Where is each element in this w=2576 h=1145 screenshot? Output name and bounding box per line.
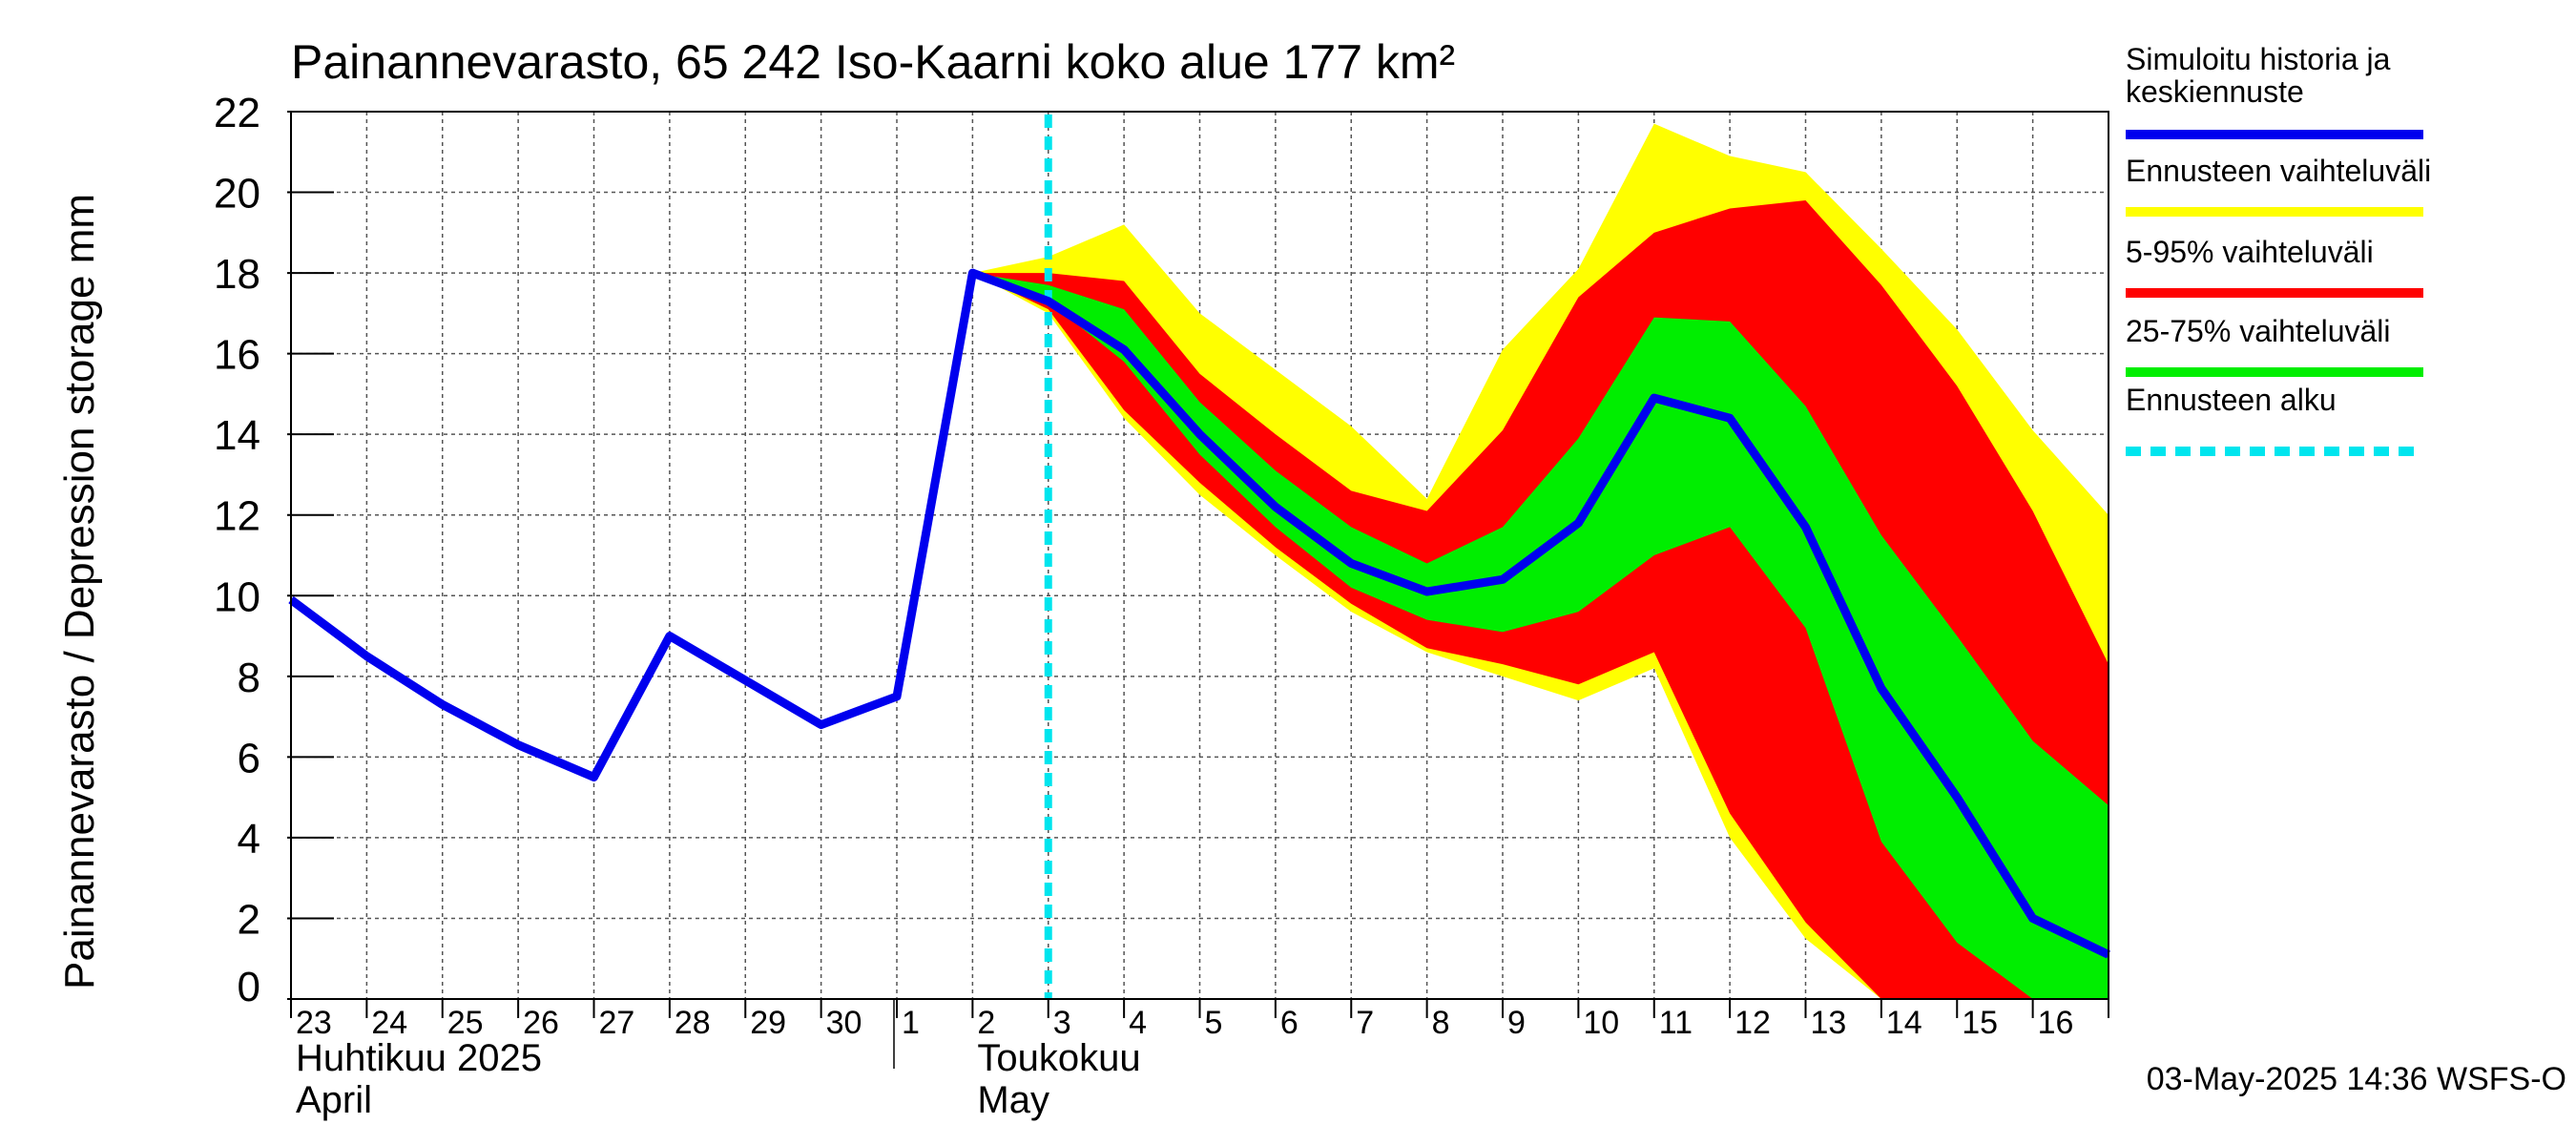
x-tick-label: 26 <box>523 1005 559 1041</box>
x-tick-label: 28 <box>675 1005 711 1041</box>
legend-label: 5-95% vaihteluväli <box>2126 235 2374 269</box>
y-axis-label: Painannevarasto / Depression storage mm <box>56 194 103 989</box>
x-tick-label: 11 <box>1659 1005 1693 1041</box>
chart-title: Painannevarasto, 65 242 Iso-Kaarni koko … <box>291 35 1455 89</box>
x-tick-label: 16 <box>2038 1005 2074 1041</box>
x-tick-label: 9 <box>1507 1005 1526 1041</box>
y-tick-label: 22 <box>214 90 260 136</box>
y-tick-label: 10 <box>214 573 260 620</box>
legend-label: Ennusteen vaihteluväli <box>2126 154 2431 188</box>
x-tick-label: 25 <box>447 1005 484 1041</box>
y-tick-label: 12 <box>214 493 260 540</box>
legend-label: 25-75% vaihteluväli <box>2126 314 2391 348</box>
bands <box>972 114 2109 999</box>
month-label-en: May <box>977 1079 1049 1121</box>
y-tick-label: 16 <box>214 332 260 379</box>
x-tick-label: 6 <box>1280 1005 1298 1041</box>
x-tick-label: 5 <box>1205 1005 1223 1041</box>
x-tick-label: 29 <box>750 1005 786 1041</box>
month-label-fi: Huhtikuu 2025 <box>296 1037 542 1079</box>
x-tick-label: 10 <box>1583 1005 1619 1041</box>
x-tick-label: 13 <box>1811 1005 1847 1041</box>
x-tick-label: 27 <box>599 1005 635 1041</box>
y-tick-label: 0 <box>238 964 260 1010</box>
y-tick-label: 4 <box>238 816 260 863</box>
legend-label: Simuloitu historia ja keskiennuste <box>2126 42 2391 109</box>
month-label-fi: Toukokuu <box>977 1037 1140 1079</box>
x-tick-label: 8 <box>1432 1005 1450 1041</box>
y-tick-labels: 0 2 4 6 8 10 12 14 16 18 20 22 <box>214 90 334 1010</box>
x-tick-label: 1 <box>902 1005 920 1041</box>
y-tick-label: 20 <box>214 171 260 218</box>
x-tick-label: 15 <box>1962 1005 1998 1041</box>
series-line <box>288 268 2110 959</box>
y-tick-label: 2 <box>238 896 260 943</box>
x-tick-label: 2 <box>977 1005 995 1041</box>
x-tick-label: 30 <box>826 1005 862 1041</box>
x-tick-label: 23 <box>296 1005 332 1041</box>
y-tick-label: 8 <box>238 655 260 701</box>
series-group <box>288 268 2110 959</box>
x-tick-labels: 23 24 25 26 27 28 29 30 1 2 3 4 5 6 7 8 9 10 11 12 13 14 15 16 <box>290 999 2109 1041</box>
y-tick-label: 14 <box>214 412 260 459</box>
y-tick-label: 18 <box>214 251 260 298</box>
legend: Simuloitu historia ja keskiennuste Ennuste… <box>2126 42 2431 456</box>
legend-label: Ennusteen alku <box>2126 383 2337 417</box>
month-label-en: April <box>296 1079 372 1121</box>
x-tick-label: 7 <box>1356 1005 1374 1041</box>
y-tick-label: 6 <box>238 735 260 781</box>
x-tick-label: 12 <box>1735 1005 1771 1041</box>
band-25-75 <box>972 273 2109 999</box>
x-tick-label: 3 <box>1053 1005 1071 1041</box>
x-tick-label: 14 <box>1886 1005 1922 1041</box>
x-tick-label: 24 <box>371 1005 407 1041</box>
x-tick-label: 4 <box>1129 1005 1147 1041</box>
timestamp: 03-May-2025 14:36 WSFS-O <box>2147 1061 2566 1097</box>
